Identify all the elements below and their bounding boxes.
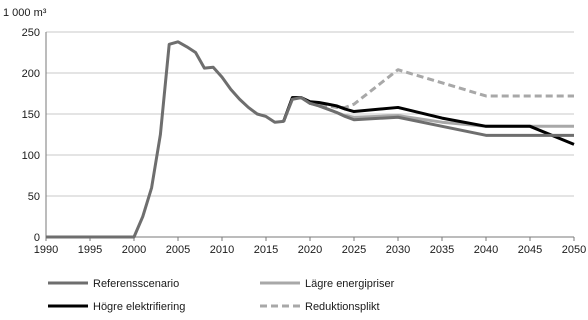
x-tick-label: 1995 [78,244,102,256]
y-tick-labels: 0 50 100 150 200 250 [22,27,40,244]
y-tick-label: 150 [22,109,40,121]
legend-label: Reduktionsplikt [305,301,380,313]
x-tick-label: 2050 [562,244,586,256]
x-tick-label: 1990 [34,244,58,256]
y-tick-label: 0 [34,232,40,244]
x-tick-label: 2010 [210,244,234,256]
x-tick-label: 2030 [386,244,410,256]
x-tick-label: 2005 [166,244,190,256]
series-lines [46,40,575,239]
series-line-referensscenario [46,40,574,239]
legend-label: Lägre energipriser [305,278,395,290]
x-tick-label: 2020 [298,244,322,256]
y-tick-label: 50 [28,191,40,203]
grid [45,31,575,241]
legend-label: Högre elektrifiering [93,301,185,313]
y-tick-label: 200 [22,68,40,80]
x-tick-label: 2035 [430,244,454,256]
legend: Referensscenario Lägre energipriser Högre … [48,278,395,313]
series-line-lägre-energipriser [282,96,574,128]
x-tick-label: 2045 [518,244,542,256]
x-tick-label: 2025 [342,244,366,256]
x-tick-label: 2040 [474,244,498,256]
legend-label: Referensscenario [93,278,179,290]
x-tick-label: 2015 [254,244,278,256]
x-tick-labels: 1990 1995 2000 2005 2010 2015 2020 2025 2030 2035… [34,244,586,256]
y-tick-label: 100 [22,150,40,162]
y-tick-label: 250 [22,27,40,39]
x-tick-label: 2000 [122,244,146,256]
y-unit-label: 1 000 m³ [3,7,47,19]
